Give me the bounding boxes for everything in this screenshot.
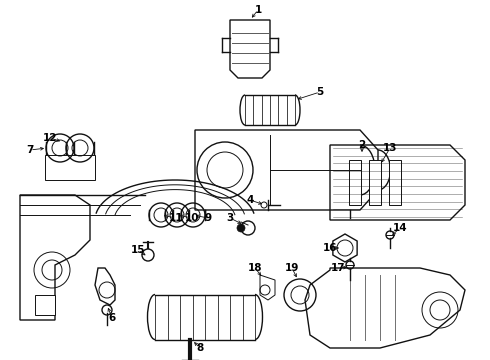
Polygon shape bbox=[369, 160, 381, 205]
Text: 2: 2 bbox=[358, 140, 366, 150]
Text: 1: 1 bbox=[254, 5, 262, 15]
Text: 8: 8 bbox=[196, 343, 204, 353]
Text: 18: 18 bbox=[248, 263, 262, 273]
Text: 3: 3 bbox=[226, 213, 234, 223]
Text: 16: 16 bbox=[323, 243, 337, 253]
Text: 6: 6 bbox=[108, 313, 116, 323]
Text: 15: 15 bbox=[131, 245, 145, 255]
Text: 12: 12 bbox=[43, 133, 57, 143]
Text: 17: 17 bbox=[331, 263, 345, 273]
Text: 4: 4 bbox=[246, 195, 254, 205]
Text: 14: 14 bbox=[392, 223, 407, 233]
Text: 9: 9 bbox=[204, 213, 212, 223]
Circle shape bbox=[237, 224, 245, 232]
Polygon shape bbox=[349, 160, 361, 205]
Text: 10: 10 bbox=[185, 213, 199, 223]
Text: 7: 7 bbox=[26, 145, 34, 155]
Polygon shape bbox=[35, 295, 55, 315]
Text: 5: 5 bbox=[317, 87, 323, 97]
Polygon shape bbox=[389, 160, 401, 205]
Text: 11: 11 bbox=[169, 213, 183, 223]
Text: 19: 19 bbox=[285, 263, 299, 273]
Text: 13: 13 bbox=[383, 143, 397, 153]
